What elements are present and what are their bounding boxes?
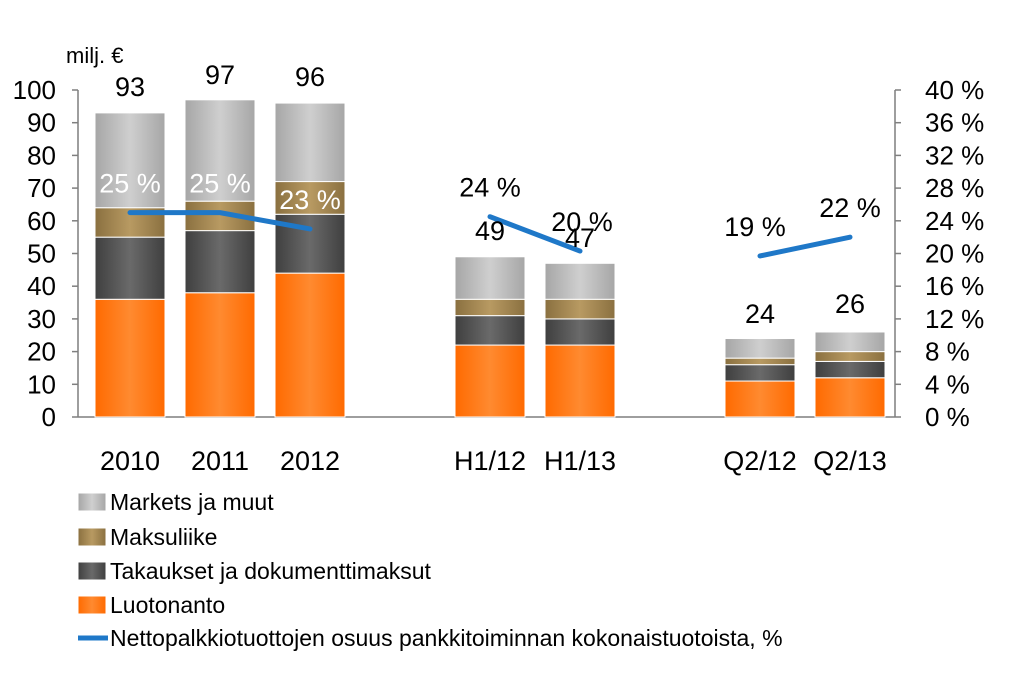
y2-tick-label: 4 % <box>925 369 970 399</box>
bar-segment <box>724 364 796 382</box>
y2-tick-label: 16 % <box>925 271 984 301</box>
y2-tick-label: 24 % <box>925 206 984 236</box>
bar-segment <box>454 256 526 300</box>
bar-segment <box>724 338 796 359</box>
bar-segment <box>454 298 526 317</box>
y2-tick-label: 28 % <box>925 173 984 203</box>
total-label: 96 <box>295 62 325 92</box>
y2-tick-label: 40 % <box>925 75 984 105</box>
x-tick-label: 2010 <box>100 446 160 476</box>
bar-segment <box>544 298 616 320</box>
bar-segment <box>454 315 526 346</box>
legend-swatch <box>77 561 107 581</box>
line-data-label: 25 % <box>99 169 161 199</box>
legend-label: Maksuliike <box>110 524 217 550</box>
bar-segment <box>814 331 886 353</box>
y-tick-label: 40 <box>27 271 56 301</box>
bar-segment <box>94 298 166 418</box>
legend-layer: Markets ja muut Maksuliike Takaukset ja do… <box>77 489 783 651</box>
legend-label: Takaukset ja dokumenttimaksut <box>110 558 431 584</box>
y-tick-label: 30 <box>27 304 56 334</box>
line-data-label: 20 % <box>551 207 613 237</box>
y-tick-label: 50 <box>27 239 56 269</box>
y2-tick-label: 8 % <box>925 337 970 367</box>
x-tick-label: Q2/13 <box>813 446 887 476</box>
bar-segment <box>94 112 166 209</box>
bar-segment <box>544 262 616 300</box>
bar-segment <box>274 102 346 183</box>
legend-swatch <box>77 595 107 615</box>
y-tick-label: 100 <box>13 75 56 105</box>
line-data-label: 23 % <box>279 185 341 215</box>
x-tick-label: H1/13 <box>544 446 616 476</box>
total-label: 49 <box>475 216 505 246</box>
y-unit-label: milj. € <box>66 43 123 68</box>
bar-segment <box>814 360 886 379</box>
bar-segment <box>724 357 796 366</box>
bar-segment <box>814 377 886 418</box>
y-tick-label: 10 <box>27 369 56 399</box>
total-label: 26 <box>835 289 865 319</box>
bar-segment <box>94 236 166 300</box>
y2-tick-label: 20 % <box>925 239 984 269</box>
total-label: 97 <box>205 60 235 90</box>
bar-segment <box>184 99 256 202</box>
line-data-label: 24 % <box>459 173 521 203</box>
line-data-label: 25 % <box>189 169 251 199</box>
x-tick-label: 2011 <box>191 446 249 476</box>
y2-tick-label: 0 % <box>925 402 970 432</box>
legend-label: Luotonanto <box>110 592 225 618</box>
bar-segment <box>544 318 616 346</box>
labels-layer: 93 97 96 49 47 24 26 25 % 25 % 23 % 24 % 20 % 19 % 22… <box>99 60 881 329</box>
line-data-label: 22 % <box>819 193 881 223</box>
y2-tick-label: 32 % <box>925 140 984 170</box>
y-tick-label: 80 <box>27 140 56 170</box>
y-tick-label: 60 <box>27 206 56 236</box>
bars-layer <box>94 99 886 418</box>
legend-label: Nettopalkkiotuottojen osuus pankkitoimin… <box>110 625 783 651</box>
legend-label: Markets ja muut <box>110 489 274 515</box>
y-tick-label: 20 <box>27 337 56 367</box>
x-tick-label: 2012 <box>280 446 340 476</box>
bar-segment <box>184 230 256 294</box>
x-tick-label: H1/12 <box>454 446 526 476</box>
bar-segment <box>544 344 616 418</box>
x-tick-label: Q2/12 <box>723 446 797 476</box>
total-label: 93 <box>115 72 145 102</box>
line-data-label: 19 % <box>724 212 786 242</box>
line-layer <box>127 210 853 259</box>
bar-segment <box>274 181 346 215</box>
bar-segment <box>454 344 526 418</box>
legend-swatch <box>77 492 107 512</box>
y2-tick-label: 36 % <box>925 108 984 138</box>
y-tick-label: 90 <box>27 108 56 138</box>
line-series-segment <box>757 234 853 259</box>
line-series-segment <box>487 214 583 254</box>
total-label: 24 <box>745 299 775 329</box>
bar-segment <box>814 351 886 362</box>
bar-segment <box>184 292 256 418</box>
legend-swatch <box>77 527 107 547</box>
y-tick-label: 70 <box>27 173 56 203</box>
total-label: 47 <box>565 223 595 253</box>
y-tick-label: 0 <box>42 402 56 432</box>
bar-segment <box>724 380 796 418</box>
y2-tick-label: 12 % <box>925 304 984 334</box>
bar-segment <box>274 272 346 418</box>
line-series-segment <box>127 210 313 232</box>
